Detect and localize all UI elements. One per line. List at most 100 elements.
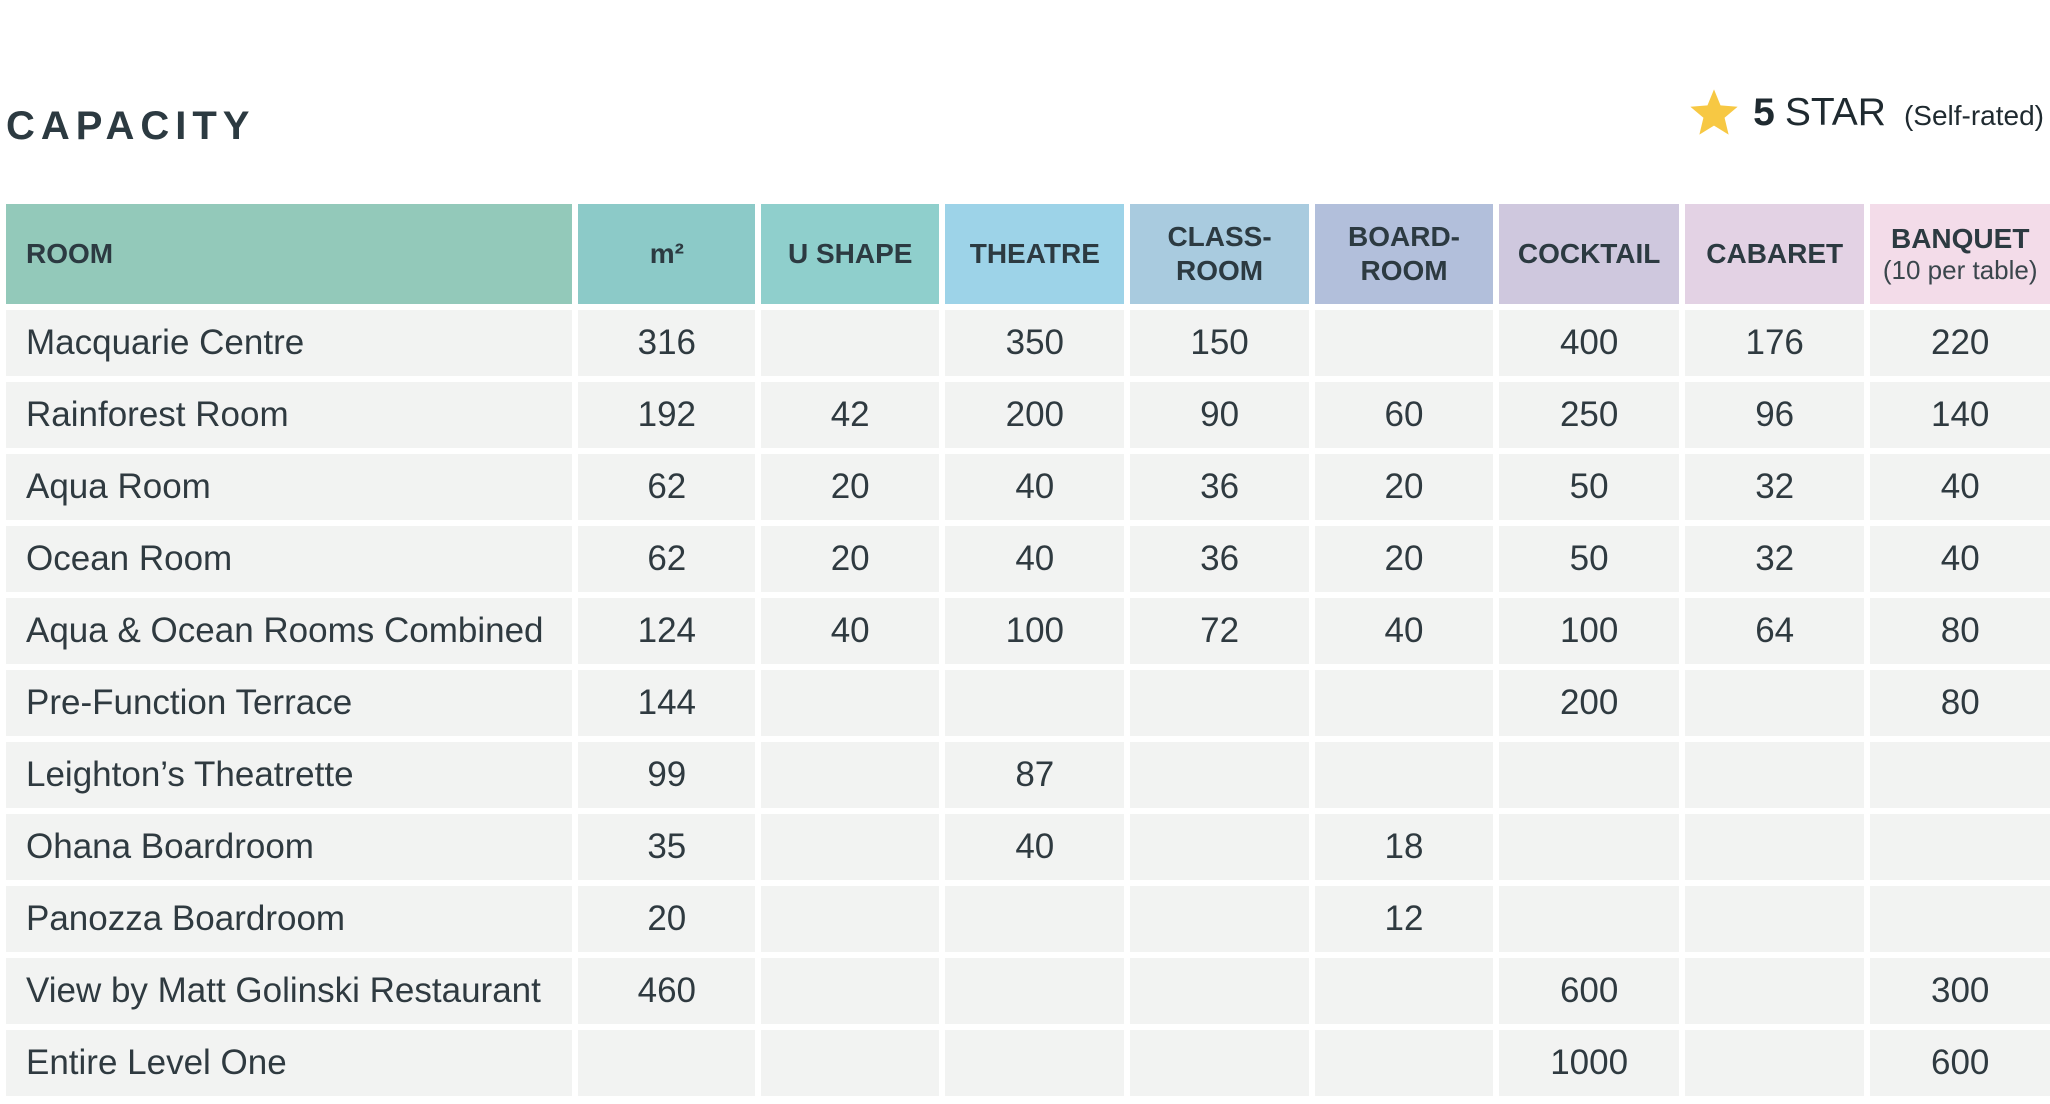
capacity-cell	[1314, 1030, 1494, 1096]
capacity-cell	[945, 958, 1125, 1024]
table-row: Entire Level One 1000 600	[6, 1030, 2050, 1096]
page-title: CAPACITY	[6, 104, 256, 148]
capacity-cell: 1000	[1499, 1030, 1679, 1096]
capacity-cell: 220	[1870, 310, 2050, 376]
capacity-cell: 90	[1130, 382, 1309, 448]
column-header: CLASS- ROOM	[1130, 204, 1309, 304]
capacity-cell	[1870, 886, 2050, 952]
capacity-cell	[1684, 742, 1865, 808]
room-name-cell: Rainforest Room	[6, 382, 573, 448]
capacity-cell	[1684, 814, 1865, 880]
table-row: Leighton’s Theatrette 99 87	[6, 742, 2050, 808]
capacity-cell: 36	[1130, 526, 1309, 592]
capacity-cell: 600	[1499, 958, 1679, 1024]
capacity-cell	[761, 310, 940, 376]
capacity-cell	[1870, 814, 2050, 880]
capacity-cell: 460	[578, 958, 756, 1024]
capacity-cell: 60	[1314, 382, 1494, 448]
capacity-cell: 200	[1499, 670, 1679, 736]
column-header-label: ROOM	[1176, 255, 1264, 286]
room-name-cell: Entire Level One	[6, 1030, 573, 1096]
capacity-cell	[945, 670, 1125, 736]
capacity-cell: 100	[945, 598, 1125, 664]
column-header: m²	[578, 204, 756, 304]
column-header-label: COCKTAIL	[1517, 238, 1661, 270]
capacity-cell: 124	[578, 598, 756, 664]
capacity-cell	[1684, 958, 1865, 1024]
column-header: THEATRE	[945, 204, 1125, 304]
capacity-cell: 20	[578, 886, 756, 952]
capacity-cell: 32	[1684, 526, 1865, 592]
capacity-cell	[761, 886, 940, 952]
column-header-label: ROOM	[1360, 255, 1448, 286]
capacity-cell: 40	[1870, 454, 2050, 520]
capacity-cell	[1314, 310, 1494, 376]
capacity-cell: 40	[761, 598, 940, 664]
room-name-cell: Ohana Boardroom	[6, 814, 573, 880]
capacity-cell	[578, 1030, 756, 1096]
capacity-cell: 140	[1870, 382, 2050, 448]
rating-label: STAR	[1784, 91, 1886, 134]
rating-note: (Self-rated)	[1903, 100, 2044, 131]
column-header: U SHAPE	[761, 204, 940, 304]
capacity-cell: 20	[761, 526, 940, 592]
capacity-cell: 36	[1130, 454, 1309, 520]
capacity-cell: 192	[578, 382, 756, 448]
column-header-label: BOARD-	[1348, 221, 1461, 253]
column-header-label: U SHAPE	[787, 238, 913, 270]
capacity-cell	[761, 670, 940, 736]
table-row: Panozza Boardroom 20 12	[6, 886, 2050, 952]
capacity-cell: 80	[1870, 670, 2050, 736]
capacity-cell: 150	[1130, 310, 1309, 376]
capacity-cell: 100	[1499, 598, 1679, 664]
table-row: Rainforest Room 192 42 200 90 60 250 96 140	[6, 382, 2050, 448]
capacity-cell: 400	[1499, 310, 1679, 376]
room-name-cell: Panozza Boardroom	[6, 886, 573, 952]
column-header: BOARD- ROOM	[1314, 204, 1494, 304]
capacity-cell: 32	[1684, 454, 1865, 520]
capacity-cell	[1684, 670, 1865, 736]
table-row: Aqua Room 62 20 40 36 20 50 32 40	[6, 454, 2050, 520]
capacity-cell: 99	[578, 742, 756, 808]
capacity-cell	[761, 1030, 940, 1096]
room-name-cell: View by Matt Golinski Restaurant	[6, 958, 573, 1024]
column-header-label: m²	[649, 238, 684, 270]
table-row: Pre-Function Terrace 144 200 80	[6, 670, 2050, 736]
room-name-cell: Leighton’s Theatrette	[6, 742, 573, 808]
column-header: CABARET	[1684, 204, 1865, 304]
capacity-cell: 40	[945, 814, 1125, 880]
capacity-cell: 50	[1499, 526, 1679, 592]
table-row: Ohana Boardroom 35 40 18	[6, 814, 2050, 880]
capacity-cell: 18	[1314, 814, 1494, 880]
capacity-cell: 80	[1870, 598, 2050, 664]
capacity-cell	[1684, 886, 1865, 952]
capacity-cell	[1870, 742, 2050, 808]
capacity-cell: 62	[578, 454, 756, 520]
capacity-cell	[1499, 742, 1679, 808]
capacity-cell: 350	[945, 310, 1125, 376]
column-header: COCKTAIL	[1499, 204, 1679, 304]
table-row: Macquarie Centre 316 350 150 400 176 220	[6, 310, 2050, 376]
capacity-cell	[945, 886, 1125, 952]
capacity-cell	[761, 958, 940, 1024]
capacity-cell	[1314, 742, 1494, 808]
capacity-cell: 62	[578, 526, 756, 592]
capacity-cell	[1499, 886, 1679, 952]
capacity-cell: 176	[1684, 310, 1865, 376]
capacity-cell: 72	[1130, 598, 1309, 664]
capacity-cell	[1130, 1030, 1309, 1096]
column-header-label: ROOM	[26, 238, 114, 270]
room-name-cell: Macquarie Centre	[6, 310, 573, 376]
capacity-cell: 40	[1870, 526, 2050, 592]
table-row: Ocean Room 62 20 40 36 20 50 32 40	[6, 526, 2050, 592]
column-header-label: CLASS-	[1167, 221, 1272, 253]
capacity-cell	[1314, 958, 1494, 1024]
capacity-table: ROOM m² U SHAPE THEATRE CLASS- ROOM BOARD- ROOM…	[0, 198, 2050, 1102]
column-header-label: CABARET	[1706, 238, 1844, 270]
capacity-cell: 600	[1870, 1030, 2050, 1096]
capacity-cell	[761, 814, 940, 880]
capacity-cell: 35	[578, 814, 756, 880]
capacity-cell	[1130, 742, 1309, 808]
room-name-cell: Ocean Room	[6, 526, 573, 592]
capacity-cell: 300	[1870, 958, 2050, 1024]
